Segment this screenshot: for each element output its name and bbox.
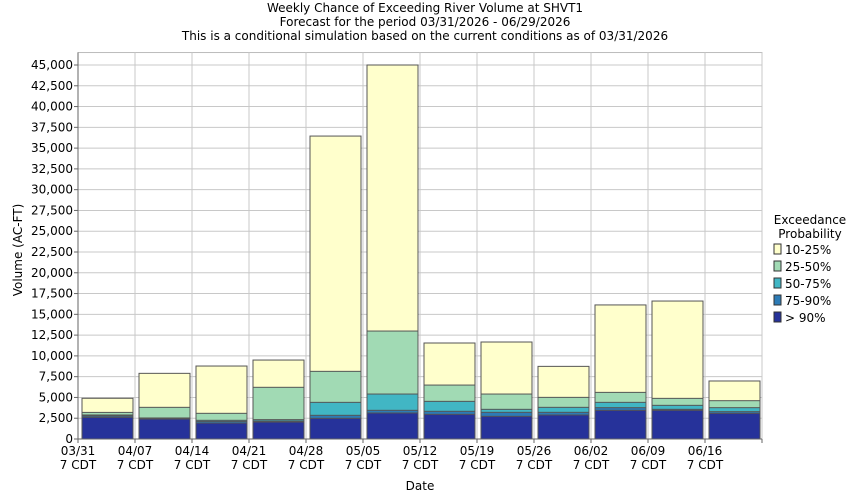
y-tick-label: 30,000 bbox=[31, 183, 73, 197]
bar-90-06-02 bbox=[594, 409, 647, 440]
legend-swatch bbox=[773, 243, 782, 255]
x-tick-sublabel: 7 CDT bbox=[60, 458, 97, 472]
x-tick-sublabel: 7 CDT bbox=[345, 458, 382, 472]
legend-label: 10-25% bbox=[785, 243, 831, 257]
x-tick-sublabel: 7 CDT bbox=[402, 458, 439, 472]
legend-title: Exceedance bbox=[774, 213, 846, 227]
y-tick-label: 5,000 bbox=[39, 390, 73, 404]
y-tick-label: 10,000 bbox=[31, 349, 73, 363]
x-tick-label: 05/05 bbox=[346, 444, 381, 458]
y-tick-label: 37,500 bbox=[31, 120, 73, 134]
y-tick-label: 32,500 bbox=[31, 162, 73, 176]
y-tick-label: 22,500 bbox=[31, 245, 73, 259]
y-tick-label: 45,000 bbox=[31, 58, 73, 72]
bar-90-06-09 bbox=[651, 409, 704, 440]
bar-90-04-07 bbox=[138, 418, 191, 440]
x-tick-sublabel: 7 CDT bbox=[630, 458, 667, 472]
legend-label: > 90% bbox=[785, 311, 826, 325]
x-tick-label: 05/19 bbox=[460, 444, 495, 458]
x-tick-label: 06/02 bbox=[574, 444, 609, 458]
x-tick-label: 06/09 bbox=[631, 444, 666, 458]
chart-subtitle-2: This is a conditional simulation based o… bbox=[181, 29, 668, 43]
y-tick-label: 25,000 bbox=[31, 224, 73, 238]
x-tick-sublabel: 7 CDT bbox=[516, 458, 553, 472]
y-tick-label: 2,500 bbox=[39, 411, 73, 425]
x-tick-label: 04/14 bbox=[175, 444, 210, 458]
legend-title-2: Probability bbox=[778, 227, 841, 241]
legend: Exceedance Probability 10-25% 25-50% 50-75… bbox=[773, 213, 846, 325]
y-tick-label: 27,500 bbox=[31, 203, 73, 217]
x-tick-label: 04/28 bbox=[289, 444, 324, 458]
bar-90-03-31 bbox=[81, 416, 134, 440]
x-tick-label: 03/31 bbox=[61, 444, 96, 458]
bar-90-05-19 bbox=[480, 415, 533, 440]
y-tick-label: 0 bbox=[65, 432, 73, 446]
legend-label: 25-50% bbox=[785, 260, 831, 274]
chart-subtitle: Forecast for the period 03/31/2026 - 06/… bbox=[280, 15, 571, 29]
bar-90-05-26 bbox=[537, 414, 590, 440]
y-tick-label: 40,000 bbox=[31, 100, 73, 114]
x-tick-sublabel: 7 CDT bbox=[573, 458, 610, 472]
y-tick-label: 20,000 bbox=[31, 266, 73, 280]
x-tick-sublabel: 7 CDT bbox=[459, 458, 496, 472]
x-tick-label: 05/12 bbox=[403, 444, 438, 458]
x-tick-sublabel: 7 CDT bbox=[174, 458, 211, 472]
legend-label: 75-90% bbox=[785, 294, 831, 308]
x-tick-sublabel: 7 CDT bbox=[687, 458, 724, 472]
bar-90-06-16 bbox=[708, 412, 761, 440]
bar-90-04-28 bbox=[309, 417, 362, 440]
bar-90-04-14 bbox=[195, 422, 248, 440]
legend-swatch bbox=[773, 311, 782, 323]
x-tick-label: 04/21 bbox=[232, 444, 267, 458]
x-axis-label: Date bbox=[406, 479, 435, 493]
x-tick-sublabel: 7 CDT bbox=[117, 458, 154, 472]
x-tick-label: 05/26 bbox=[517, 444, 552, 458]
x-tick-label: 04/07 bbox=[118, 444, 153, 458]
bar-90-05-05 bbox=[366, 412, 419, 440]
bar-90-05-12 bbox=[423, 413, 476, 440]
x-tick-sublabel: 7 CDT bbox=[231, 458, 268, 472]
y-tick-label: 35,000 bbox=[31, 141, 73, 155]
legend-swatch bbox=[773, 260, 782, 272]
y-tick-label: 15,000 bbox=[31, 307, 73, 321]
x-tick-label: 06/16 bbox=[688, 444, 723, 458]
y-tick-label: 42,500 bbox=[31, 79, 73, 93]
legend-swatch bbox=[773, 277, 782, 289]
y-tick-label: 17,500 bbox=[31, 287, 73, 301]
y-axis-label: Volume (AC-FT) bbox=[11, 204, 25, 297]
chart-title: Weekly Chance of Exceeding River Volume … bbox=[267, 1, 583, 15]
y-tick-label: 12,500 bbox=[31, 328, 73, 342]
x-tick-sublabel: 7 CDT bbox=[288, 458, 325, 472]
y-tick-label: 7,500 bbox=[39, 370, 73, 384]
legend-swatch bbox=[773, 294, 782, 306]
legend-label: 50-75% bbox=[785, 277, 831, 291]
bar-90-04-21 bbox=[252, 421, 305, 440]
